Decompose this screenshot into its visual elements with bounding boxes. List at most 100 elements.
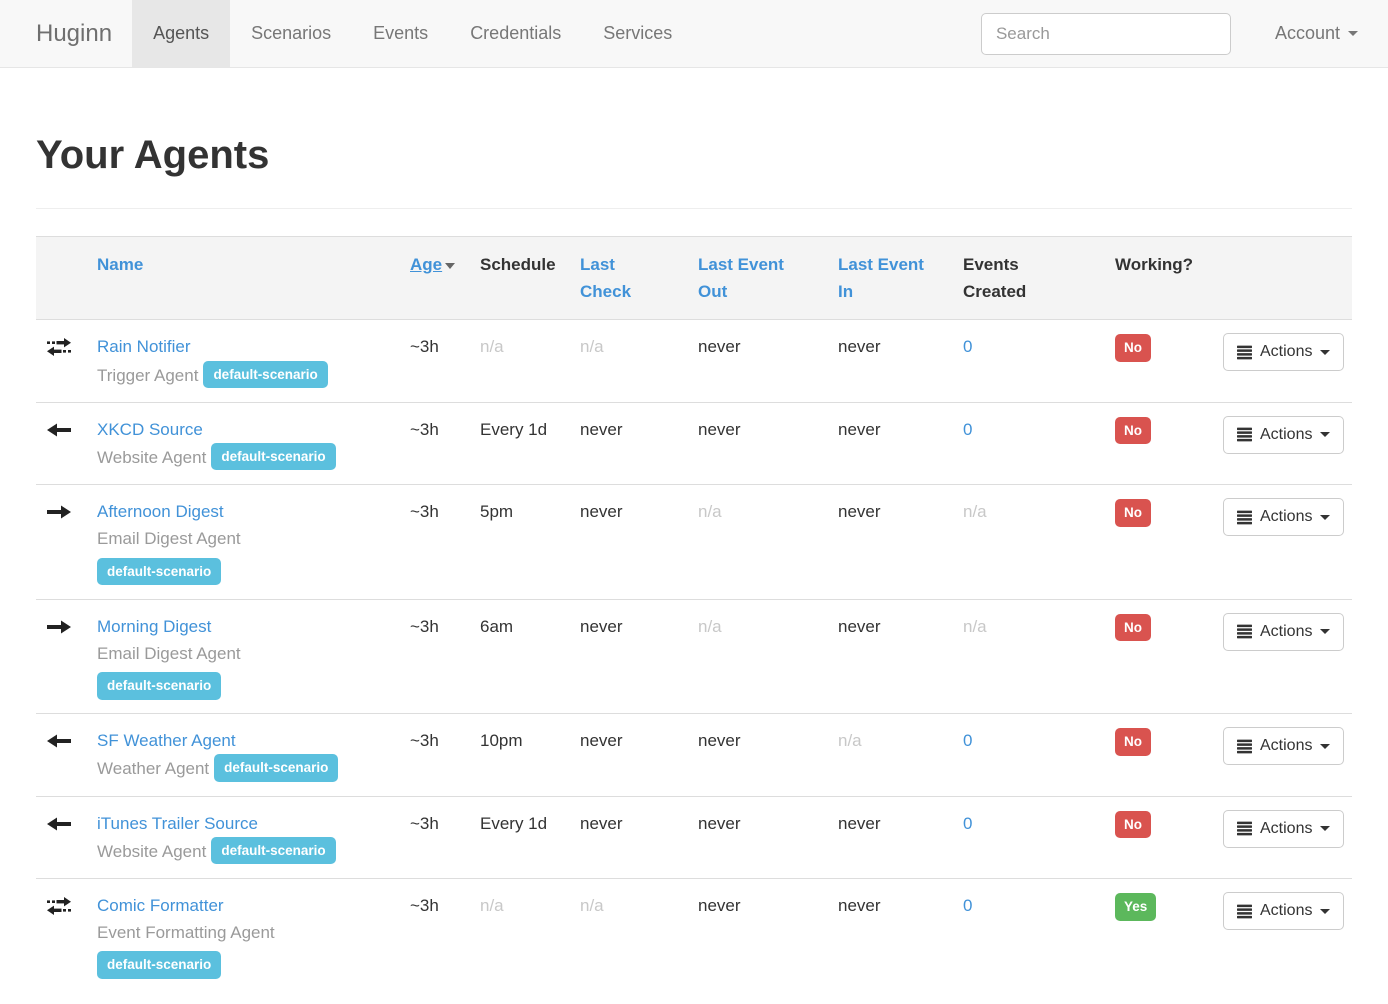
- last-event-out-cell: never: [690, 877, 830, 993]
- agent-name-link[interactable]: SF Weather Agent: [97, 731, 236, 751]
- table-row: Comic Formatter Event Formatting Agent d…: [36, 877, 1352, 993]
- working-badge: Yes: [1115, 893, 1157, 921]
- actions-button[interactable]: Actions: [1223, 612, 1345, 651]
- schedule-cell: 6am: [472, 598, 572, 714]
- agent-type-label: Website Agent: [97, 841, 207, 861]
- nav-item-scenarios[interactable]: Scenarios: [251, 23, 332, 43]
- scenario-badge[interactable]: default-scenario: [203, 360, 328, 389]
- title-divider: [36, 208, 1352, 209]
- last-check-cell: never: [572, 484, 690, 600]
- events-created-link[interactable]: 0: [963, 731, 973, 751]
- header-age[interactable]: Age: [410, 255, 443, 274]
- table-header-row: Name Age Schedule Last Check Last Event …: [36, 235, 1352, 321]
- list-icon: [1237, 904, 1252, 919]
- actions-button[interactable]: Actions: [1223, 498, 1345, 537]
- last-event-in-cell: never: [830, 401, 955, 485]
- chevron-down-icon: [1348, 31, 1358, 36]
- chevron-down-icon: [1320, 432, 1331, 438]
- nav-item-credentials[interactable]: Credentials: [470, 23, 562, 43]
- agent-name-link[interactable]: Afternoon Digest: [97, 502, 224, 522]
- header-events-created: Events Created: [955, 235, 1107, 321]
- scenario-badge[interactable]: default-scenario: [97, 672, 222, 700]
- table-row: Afternoon Digest Email Digest Agent defa…: [36, 484, 1352, 600]
- agent-type-label: Trigger Agent: [97, 365, 199, 385]
- last-event-in-cell: never: [830, 598, 955, 714]
- working-badge: No: [1115, 416, 1151, 445]
- scenario-badge[interactable]: default-scenario: [97, 951, 222, 979]
- events-created-link[interactable]: 0: [963, 813, 973, 833]
- left-arrow-icon: [46, 731, 72, 751]
- right-arrow-icon: [46, 502, 72, 522]
- agent-name-link[interactable]: XKCD Source: [97, 419, 203, 439]
- header-last-check[interactable]: Last Check: [580, 255, 632, 302]
- scenario-badge[interactable]: default-scenario: [211, 836, 336, 865]
- page-title: Your Agents: [36, 133, 270, 177]
- actions-button[interactable]: Actions: [1223, 892, 1345, 930]
- actions-button-label: Actions: [1260, 508, 1313, 526]
- last-check-cell: never: [572, 795, 690, 879]
- agent-type-label: Website Agent: [97, 447, 207, 467]
- events-created-link[interactable]: 0: [963, 337, 973, 357]
- scenario-badge[interactable]: default-scenario: [211, 442, 336, 471]
- nav-item-events[interactable]: Events: [373, 23, 429, 43]
- actions-button[interactable]: Actions: [1223, 809, 1345, 848]
- last-check-cell: n/a: [572, 877, 690, 993]
- list-icon: [1237, 345, 1252, 360]
- last-event-in-cell: n/a: [830, 713, 955, 797]
- search-input[interactable]: [980, 12, 1231, 55]
- age-cell: ~3h: [402, 484, 472, 600]
- age-cell: ~3h: [402, 401, 472, 485]
- working-badge: No: [1115, 613, 1151, 642]
- chevron-down-icon: [1320, 349, 1331, 355]
- agents-table: Name Age Schedule Last Check Last Event …: [36, 235, 1352, 993]
- scenario-badge[interactable]: default-scenario: [97, 557, 222, 585]
- agent-name-link[interactable]: Rain Notifier: [97, 337, 191, 357]
- actions-button-label: Actions: [1260, 425, 1313, 443]
- events-created-link[interactable]: 0: [963, 419, 973, 439]
- working-badge: No: [1115, 334, 1151, 362]
- agent-name-link[interactable]: Morning Digest: [97, 616, 212, 636]
- actions-button[interactable]: Actions: [1223, 727, 1345, 766]
- header-last-event-out[interactable]: Last Event Out: [698, 255, 784, 302]
- table-row: Morning Digest Email Digest Agent defaul…: [36, 598, 1352, 714]
- brand-huginn[interactable]: Huginn: [36, 19, 113, 47]
- age-cell: ~3h: [402, 713, 472, 797]
- agent-type-label: Email Digest Agent: [97, 529, 241, 549]
- actions-button-label: Actions: [1260, 343, 1313, 361]
- last-event-out-cell: never: [690, 713, 830, 797]
- working-badge: No: [1115, 499, 1151, 527]
- actions-button-label: Actions: [1260, 819, 1313, 837]
- last-check-cell: never: [572, 401, 690, 485]
- schedule-cell: Every 1d: [472, 401, 572, 485]
- last-event-out-cell: never: [690, 795, 830, 879]
- table-row: SF Weather Agent Weather Agent default-sc…: [36, 713, 1352, 797]
- account-dropdown[interactable]: Account: [1275, 23, 1358, 44]
- header-last-event-in[interactable]: Last Event In: [838, 255, 924, 302]
- nav-item-agents[interactable]: Agents: [132, 0, 231, 67]
- top-navbar: Huginn Agents Scenarios Events Credentia…: [0, 0, 1388, 68]
- actions-button-label: Actions: [1260, 622, 1313, 640]
- last-event-out-cell: n/a: [690, 484, 830, 600]
- nav-item-services[interactable]: Services: [603, 23, 673, 43]
- header-schedule: Schedule: [472, 235, 572, 321]
- actions-button[interactable]: Actions: [1223, 415, 1345, 454]
- agent-name-link[interactable]: Comic Formatter: [97, 896, 224, 915]
- right-arrow-icon: [46, 617, 72, 637]
- last-event-out-cell: never: [698, 337, 741, 357]
- actions-button[interactable]: Actions: [1223, 333, 1345, 372]
- chevron-down-icon: [1320, 908, 1331, 914]
- age-cell: ~3h: [402, 877, 472, 993]
- list-icon: [1237, 821, 1252, 836]
- list-icon: [1237, 510, 1252, 525]
- list-icon: [1237, 427, 1252, 442]
- schedule-cell: 5pm: [472, 484, 572, 600]
- events-created-cell: n/a: [955, 484, 1107, 600]
- schedule-cell: n/a: [480, 337, 504, 357]
- header-name[interactable]: Name: [97, 255, 144, 274]
- age-cell: ~3h: [402, 795, 472, 879]
- events-created-link[interactable]: 0: [963, 896, 973, 915]
- scenario-badge[interactable]: default-scenario: [214, 754, 339, 782]
- agent-name-link[interactable]: iTunes Trailer Source: [97, 813, 258, 833]
- both-arrows-icon: [46, 896, 72, 916]
- last-event-in-cell: never: [830, 484, 955, 600]
